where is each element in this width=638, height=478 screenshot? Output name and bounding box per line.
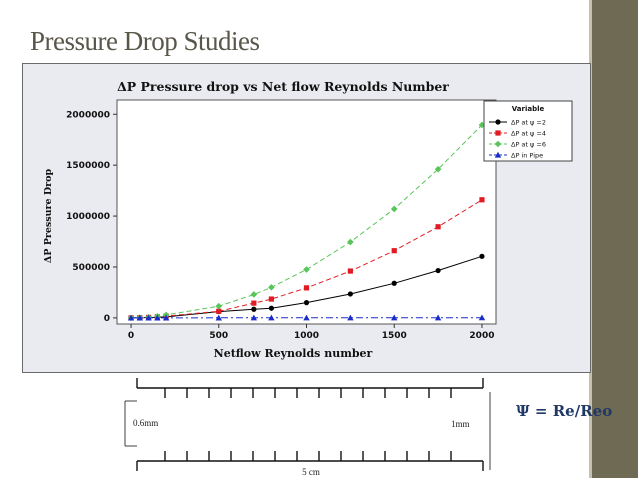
data-point-series-4 — [347, 314, 354, 321]
data-point-series-2 — [251, 300, 257, 306]
data-point-series-1 — [303, 300, 310, 306]
legend-entry-label: ΔP in Pipe — [511, 152, 543, 160]
data-point-series-1 — [251, 306, 257, 312]
data-point-series-4 — [162, 314, 170, 321]
x-axis-label: Netflow Reynolds number — [214, 347, 373, 360]
data-point-series-1 — [479, 253, 485, 259]
data-point-series-3 — [250, 291, 258, 298]
x-tick-label: 1500 — [382, 331, 407, 341]
data-point-series-4 — [136, 314, 144, 321]
data-point-series-4 — [268, 314, 275, 321]
data-point-series-2 — [435, 224, 441, 230]
pressure-drop-chart: ΔP Pressure drop vs Net flow Reynolds Nu… — [43, 79, 573, 360]
data-point-series-3 — [347, 238, 354, 246]
legend-marker — [495, 130, 501, 136]
y-tick-label: 2000000 — [66, 110, 110, 120]
legend-entry-label: ΔP at ψ =6 — [511, 141, 546, 149]
y-axis-label: ΔP Pressure Drop — [43, 169, 54, 264]
data-point-series-4 — [215, 314, 222, 321]
legend-title: Variable — [512, 105, 545, 113]
data-point-series-2 — [479, 197, 485, 203]
data-point-series-1 — [347, 291, 353, 297]
data-point-series-4 — [145, 314, 152, 321]
data-point-series-3 — [390, 205, 398, 213]
data-point-series-1 — [391, 280, 397, 286]
data-point-series-4 — [391, 314, 398, 321]
data-point-series-3 — [268, 284, 275, 291]
data-point-series-1 — [268, 305, 275, 311]
data-point-series-2 — [347, 268, 353, 274]
data-point-series-4 — [303, 314, 310, 321]
legend-entry-label: ΔP at ψ =4 — [511, 130, 546, 138]
data-point-series-4 — [154, 314, 161, 321]
y-tick-label: 1500000 — [66, 161, 110, 171]
y-tick-label: 0 — [104, 314, 110, 324]
data-point-series-4 — [250, 314, 258, 321]
x-tick-label: 0 — [128, 331, 134, 341]
decorative-sidebar — [592, 0, 638, 478]
legend-marker — [494, 140, 502, 148]
data-point-series-4 — [434, 314, 442, 321]
psi-formula: Ψ = Re/Reo — [516, 402, 613, 420]
data-point-series-1 — [435, 267, 441, 274]
channel-length-label: 5 cm — [302, 467, 320, 477]
x-tick-label: 1000 — [294, 331, 319, 341]
data-point-series-3 — [215, 302, 223, 310]
y-tick-label: 1000000 — [66, 212, 110, 222]
channel-height-label: 1mm — [451, 419, 470, 429]
legend-entry-label: ΔP at ψ =2 — [511, 119, 546, 127]
x-tick-label: 500 — [209, 331, 228, 341]
chart-title: ΔP Pressure drop vs Net flow Reynolds Nu… — [117, 79, 449, 94]
legend-marker — [495, 119, 501, 125]
y-tick-label: 500000 — [72, 263, 110, 273]
data-point-series-4 — [478, 314, 486, 321]
legend-marker — [494, 151, 502, 158]
data-point-series-2 — [391, 248, 397, 254]
data-point-series-2 — [268, 296, 275, 302]
data-point-series-3 — [434, 165, 442, 173]
data-point-series-4 — [127, 314, 135, 321]
data-point-series-2 — [216, 308, 222, 314]
x-tick-label: 2000 — [469, 331, 494, 341]
data-point-series-3 — [303, 266, 310, 273]
slide-title: Pressure Drop Studies — [30, 26, 260, 56]
inlet-height-label: 0.6mm — [133, 418, 158, 428]
chart-frame: ΔP Pressure drop vs Net flow Reynolds Nu… — [22, 63, 591, 373]
data-point-series-3 — [478, 121, 486, 129]
data-point-series-2 — [303, 285, 310, 291]
